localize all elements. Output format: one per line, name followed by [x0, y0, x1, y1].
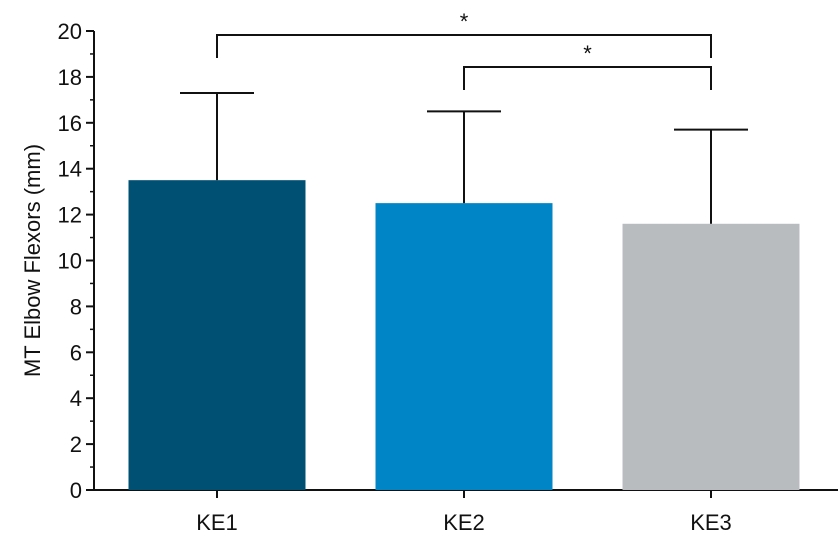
bars-group [128, 180, 800, 491]
y-tick-label: 4 [70, 386, 82, 411]
y-tick-label: 8 [70, 294, 82, 319]
y-tick-label: 20 [58, 19, 82, 44]
significance-bracket [463, 66, 712, 90]
x-tick-label: KE1 [196, 510, 238, 535]
y-tick-label: 0 [70, 478, 82, 503]
error-bars-group [180, 91, 748, 224]
y-tick-label: 12 [58, 203, 82, 228]
bar-ke2 [375, 203, 553, 490]
y-tick-label: 18 [58, 65, 82, 90]
x-tick-label: KE2 [443, 510, 485, 535]
bar-ke3 [622, 223, 800, 490]
labels-group: MT Elbow Flexors (mm) KE1 KE2 KE3 [20, 144, 732, 535]
y-tick-label: 10 [58, 249, 82, 274]
x-tick-label: KE3 [690, 510, 732, 535]
y-axis-title: MT Elbow Flexors (mm) [20, 144, 45, 377]
bar-ke1 [128, 180, 306, 491]
y-tick-label: 16 [58, 111, 82, 136]
significance-label: * [460, 9, 469, 34]
significance-bracket [216, 34, 712, 58]
significance-label: * [583, 41, 592, 66]
y-tick-label: 6 [70, 340, 82, 365]
significance-group: ** [216, 9, 712, 90]
y-tick-label: 14 [58, 157, 82, 182]
y-tick-label: 2 [70, 432, 82, 457]
